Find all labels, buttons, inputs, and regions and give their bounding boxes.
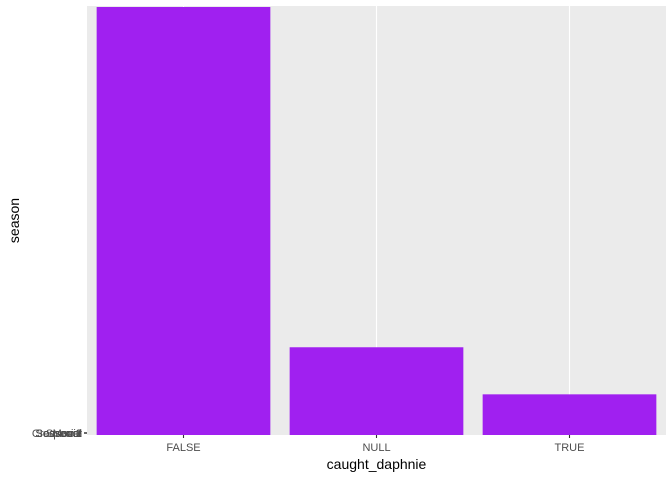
bars <box>96 7 657 435</box>
x-tick-label-false: FALSE <box>166 442 200 454</box>
x-axis-title: caught_daphnie <box>327 456 427 472</box>
y-tick-label-movie: Movie <box>53 428 82 440</box>
y-tick-label-season-1: Season 1 <box>36 428 82 440</box>
y-tick-label-season-2: Season 2 <box>36 428 82 440</box>
x-axis-ticks: FALSE NULL TRUE <box>166 435 584 454</box>
bar-true <box>482 394 657 435</box>
y-tick-label-crossover: Crossover <box>32 428 82 440</box>
bar-null <box>289 347 464 435</box>
bar-false <box>96 7 271 435</box>
x-tick-label-null: NULL <box>362 442 390 454</box>
y-tick-label-season-3: Season 3 <box>36 428 82 440</box>
x-tick-label-true: TRUE <box>555 442 585 454</box>
y-tick-label-special: Special <box>46 428 82 440</box>
y-axis-title: season <box>6 198 22 243</box>
